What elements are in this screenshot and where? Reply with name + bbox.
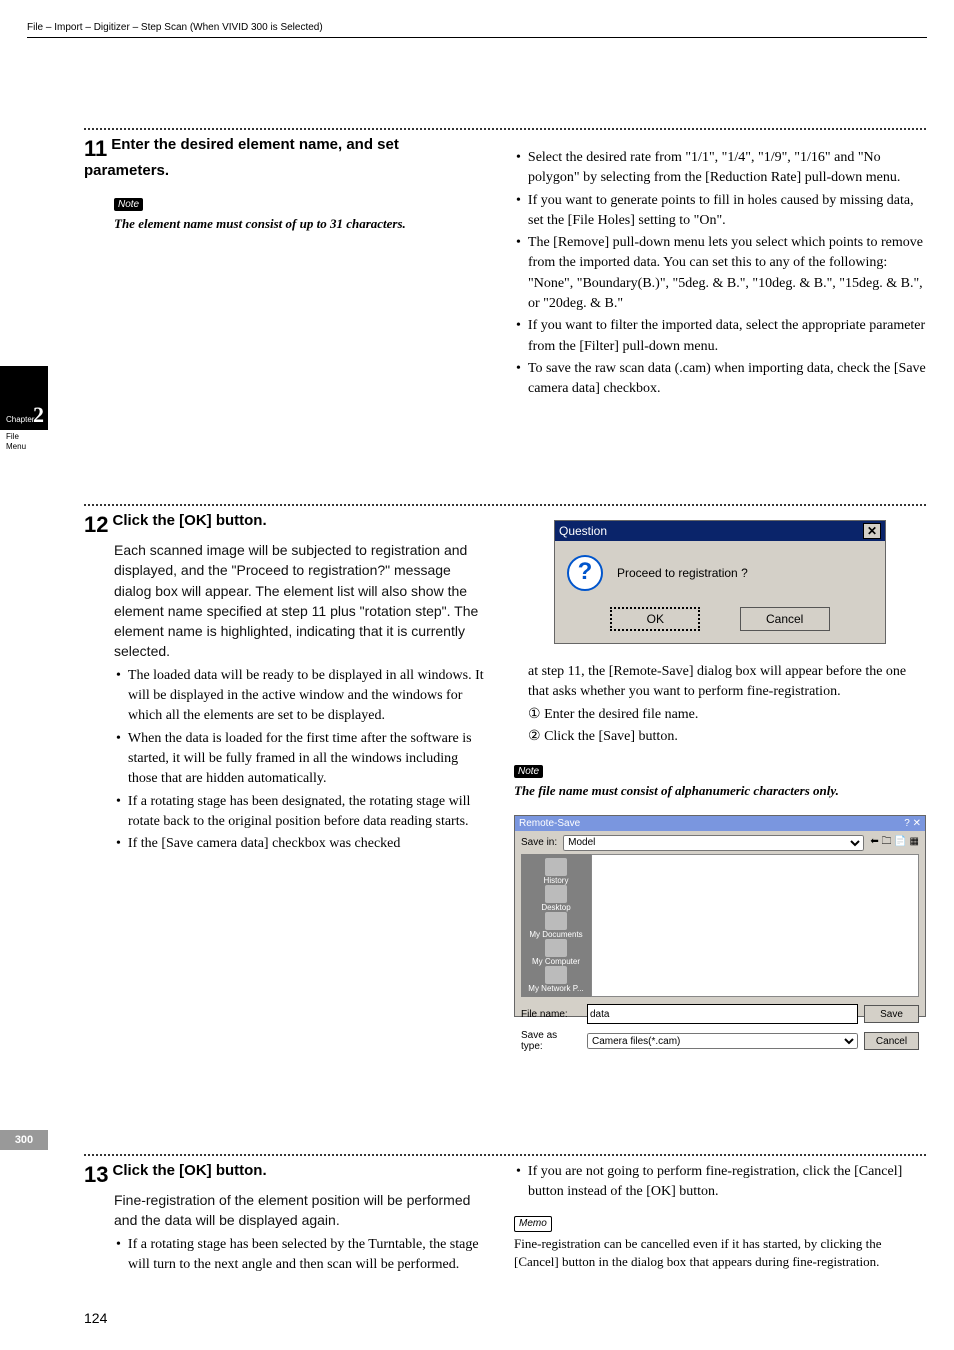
- bullet-item: • If the [Save camera data] checkbox was…: [114, 834, 486, 854]
- bullet-item: • The [Remove] pull-down menu lets you s…: [514, 233, 926, 314]
- note-text: The file name must consist of alphanumer…: [514, 783, 926, 799]
- remote-save-dialog: Remote-Save ? ✕ Save in: Model ⬅ 🗀 📄 ▦ H…: [514, 815, 926, 1017]
- dialog-titlebar: Question ✕: [555, 521, 885, 541]
- divider: [84, 1154, 926, 1156]
- save-in-select[interactable]: Model: [563, 835, 864, 851]
- step-12-bullets: • The loaded data will be ready to be di…: [114, 666, 486, 855]
- memo-tag: Memo: [514, 1216, 552, 1233]
- step-number: 13: [84, 1162, 108, 1188]
- divider: [84, 504, 926, 506]
- chapter-sub1: File: [6, 432, 19, 441]
- note-tag: Note: [514, 765, 543, 778]
- header-path: File – Import – Digitizer – Step Scan (W…: [27, 22, 927, 38]
- step-number: 11: [84, 136, 107, 162]
- numbered-item: ① Enter the desired file name.: [528, 705, 926, 725]
- bullet-item: • If you want to filter the imported dat…: [514, 316, 926, 357]
- saveas-title-buttons: ? ✕: [904, 818, 921, 829]
- chapter-tab: Chapter 2 File Menu: [0, 366, 48, 430]
- bullet-item: • If you are not going to perform fine-r…: [514, 1162, 926, 1203]
- step-12-intro: Each scanned image will be subjected to …: [114, 540, 486, 662]
- history-icon[interactable]: [545, 858, 567, 876]
- divider: [84, 128, 926, 130]
- toolbar-icons: ⬅ 🗀 📄 ▦: [870, 834, 919, 851]
- page-number: 124: [84, 1310, 107, 1326]
- dialog-message: Proceed to registration ?: [617, 566, 748, 580]
- step-13-intro: Fine-registration of the element positio…: [114, 1190, 486, 1231]
- step-13-bullets: • If a rotating stage has been selected …: [114, 1235, 486, 1276]
- chapter-sub2: Menu: [6, 442, 26, 451]
- close-icon[interactable]: ✕: [863, 523, 881, 539]
- filename-label: File name:: [521, 1009, 581, 1020]
- step-12-right-text: at step 11, the [Remote-Save] dialog box…: [514, 662, 926, 747]
- step-title: Click the [OK] button.: [112, 512, 266, 529]
- network-icon[interactable]: [545, 966, 567, 984]
- filename-input[interactable]: [587, 1004, 858, 1024]
- saveas-titlebar: Remote-Save ? ✕: [515, 816, 925, 831]
- save-button[interactable]: Save: [864, 1005, 919, 1023]
- ok-button[interactable]: OK: [610, 607, 700, 631]
- saveas-places-sidebar: History Desktop My Documents My Computer…: [521, 854, 591, 997]
- step-13-right: • If you are not going to perform fine-r…: [514, 1162, 926, 1273]
- mydocs-icon[interactable]: [545, 912, 567, 930]
- saveas-type-select[interactable]: Camera files(*.cam): [587, 1033, 858, 1049]
- memo-text: Fine-registration can be cancelled even …: [514, 1235, 926, 1271]
- bullet-item: • If a rotating stage has been selected …: [114, 1235, 486, 1276]
- chapter-label: Chapter: [6, 415, 34, 424]
- step-13-heading: 13 Click the [OK] button.: [84, 1162, 486, 1188]
- step-title: Enter the desired element name, and set …: [84, 136, 399, 179]
- mycomputer-icon[interactable]: [545, 939, 567, 957]
- bullet-item: • To save the raw scan data (.cam) when …: [514, 359, 926, 400]
- note-tag: Note: [114, 198, 143, 211]
- question-dialog: Question ✕ ? Proceed to registration ? O…: [554, 520, 886, 644]
- file-list-area[interactable]: [591, 854, 919, 997]
- bullet-item: • Select the desired rate from "1/1", "1…: [514, 148, 926, 189]
- chapter-sub: File Menu: [6, 432, 26, 451]
- dialog-title: Question: [559, 524, 607, 538]
- bullet-item: • If you want to generate points to fill…: [514, 191, 926, 232]
- step-title: Click the [OK] button.: [112, 1162, 266, 1179]
- step-11-heading: 11 Enter the desired element name, and s…: [84, 136, 486, 180]
- cancel-button[interactable]: Cancel: [740, 607, 830, 631]
- save-in-label: Save in:: [521, 837, 557, 848]
- saveas-title: Remote-Save: [519, 818, 580, 829]
- numbered-item: ② Click the [Save] button.: [528, 727, 926, 747]
- step-12-heading: 12 Click the [OK] button.: [84, 512, 486, 538]
- question-icon: ?: [567, 555, 603, 591]
- chapter-number: 2: [33, 402, 44, 428]
- bullet-item: • If a rotating stage has been designate…: [114, 792, 486, 833]
- saveas-type-label: Save as type:: [521, 1030, 581, 1052]
- bullet-item: • The loaded data will be ready to be di…: [114, 666, 486, 727]
- step-number: 12: [84, 512, 108, 538]
- step-11-options: • Select the desired rate from "1/1", "1…: [514, 148, 926, 402]
- note-text: The element name must consist of up to 3…: [114, 216, 486, 232]
- bullet-item: • When the data is loaded for the first …: [114, 729, 486, 790]
- model-badge: 300: [0, 1130, 48, 1150]
- saveas-cancel-button[interactable]: Cancel: [864, 1032, 919, 1050]
- desktop-icon[interactable]: [545, 885, 567, 903]
